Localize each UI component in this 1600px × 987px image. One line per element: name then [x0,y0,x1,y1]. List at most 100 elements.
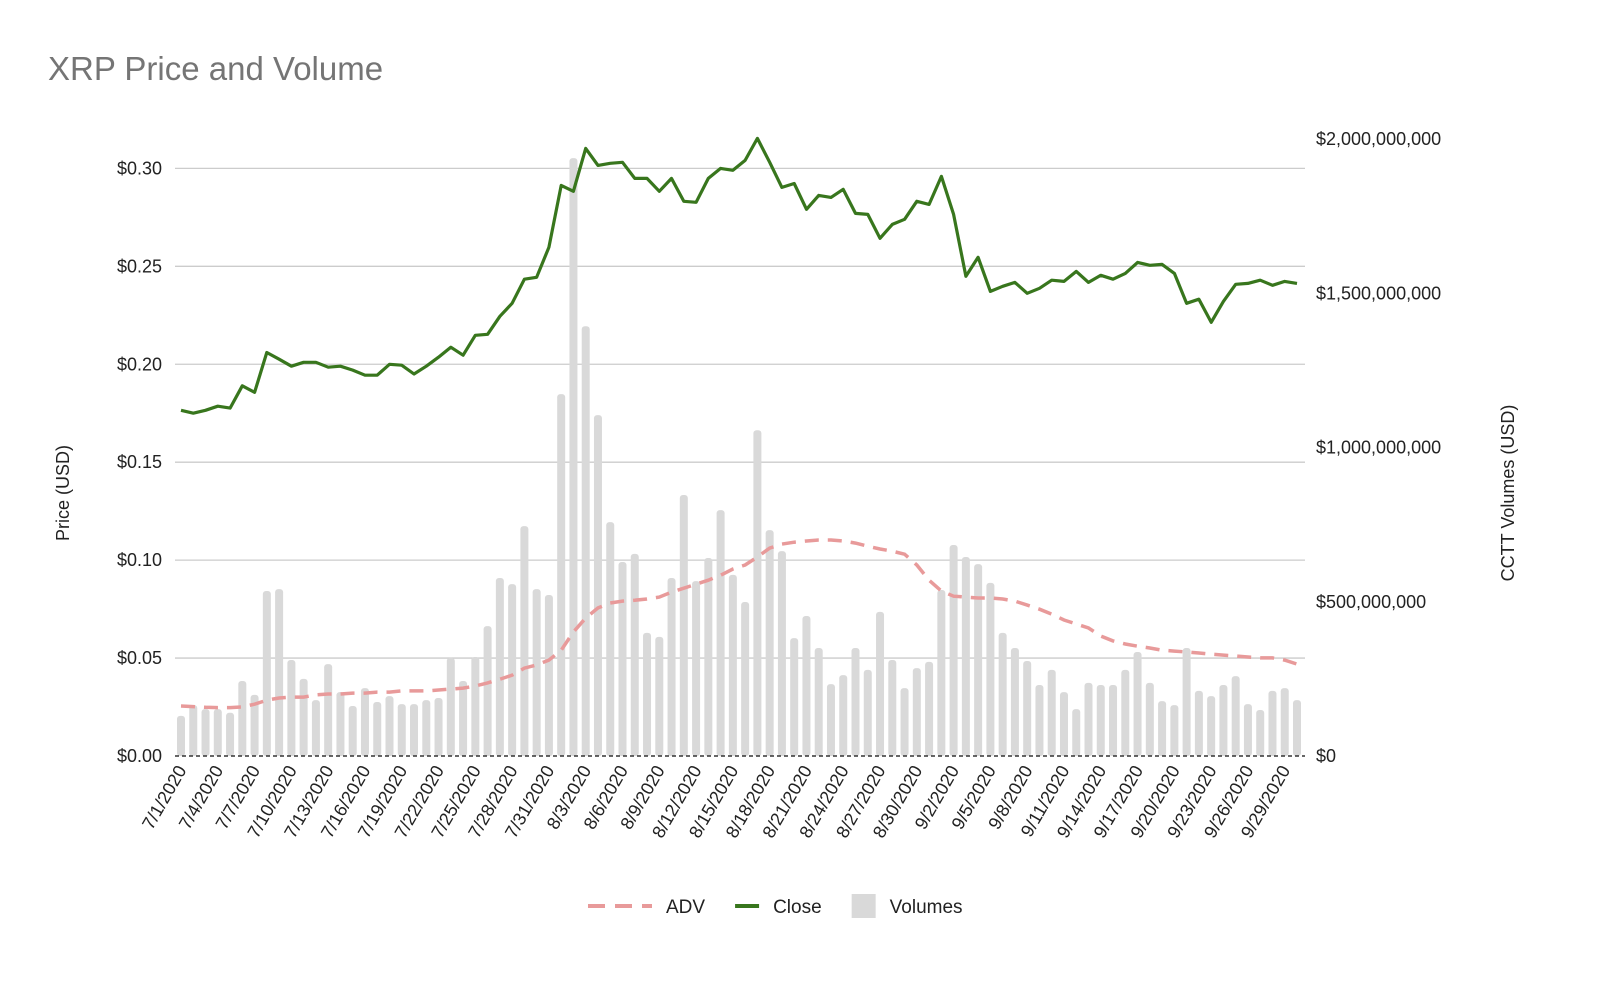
volume-bar [544,594,553,756]
left-tick-label: $0.05 [117,648,162,668]
volume-bar [900,688,909,756]
volume-bar [226,712,235,756]
volume-bar [618,561,627,756]
volume-bar [532,589,541,756]
volume-bar [777,551,786,756]
volume-bar [998,632,1007,756]
volume-bar [716,510,725,756]
volume-bar [1170,705,1179,756]
volume-bar [471,656,480,756]
volume-bar [728,574,737,756]
left-tick-label: $0.30 [117,158,162,178]
volume-bar [839,675,848,756]
volume-bar [1231,676,1240,756]
volume-bar [630,553,639,756]
right-axis-title: CCTT Volumes (USD) [1498,405,1518,582]
volume-bar [765,530,774,756]
volume-bar [299,678,308,756]
volume-bar [667,577,676,756]
legend-volumes-swatch [851,894,876,918]
volume-bar [888,660,897,756]
left-tick-label: $0.10 [117,550,162,570]
volume-bar [1158,701,1167,756]
volume-bar [753,430,762,756]
volume-bar [360,688,369,756]
volume-bar [324,664,333,756]
volume-bar [1023,660,1032,756]
volume-bar [986,582,995,756]
volume-bar [1243,704,1252,756]
volume-bar [397,704,406,756]
volume-bar [1084,682,1093,756]
right-tick-label: $1,500,000,000 [1316,283,1441,303]
chart-title: XRP Price and Volume [48,50,384,87]
legend-label-close: Close [773,897,822,918]
volume-bar [1010,648,1019,756]
volume-bar [704,557,713,756]
volume-bar [275,589,284,756]
left-tick-label: $0.15 [117,452,162,472]
volume-bar [1096,685,1105,756]
volume-bar [937,590,946,756]
legend-label-volumes: Volumes [890,897,963,918]
left-tick-label: $0.00 [117,746,162,766]
volume-bar [1194,690,1203,756]
volume-bar [508,584,517,756]
volume-bar [593,415,602,756]
volume-bar [1280,688,1289,756]
volume-bar [287,660,296,756]
legend-label-adv: ADV [666,897,705,918]
volume-bar [1109,685,1118,756]
volume-bar [1035,685,1044,756]
adv-line [180,538,1298,710]
left-tick-label: $0.20 [117,354,162,374]
volume-bar [1059,692,1068,756]
volume-bar [1072,709,1081,756]
volume-bar [949,544,958,756]
volume-bar [581,326,590,756]
volume-bar [1047,669,1056,756]
volume-bar [1145,682,1154,756]
volume-bar [189,705,198,756]
right-tick-label: $2,000,000,000 [1316,129,1441,149]
volume-bar [410,704,419,756]
volume-bar [876,611,885,756]
volume-bar [1256,710,1265,756]
close-line [180,136,1298,415]
volume-bar [213,709,222,756]
volume-bar [826,684,835,756]
left-axis-title: Price (USD) [53,445,73,541]
volume-bar [692,581,701,756]
volume-bar [520,526,529,756]
left-tick-label: $0.25 [117,256,162,276]
volume-bar [643,632,652,756]
right-tick-label: $500,000,000 [1316,592,1426,612]
volume-bar [385,696,394,756]
volume-bar [1293,700,1301,756]
volume-bar [912,668,921,756]
volume-bar [495,577,504,756]
right-tick-label: $1,000,000,000 [1316,438,1441,458]
volume-bar [434,698,443,756]
volume-bar [459,681,468,756]
volume-bar [201,709,210,756]
volume-bar [974,564,983,756]
volume-bar [446,657,455,756]
volume-bar [557,394,566,756]
volume-bar [1182,648,1191,756]
volume-bar [1207,696,1216,756]
volume-bar [606,522,615,756]
volume-bar [863,669,872,756]
volume-bar [348,706,357,756]
volume-bar [422,700,431,756]
volume-bar [802,615,811,756]
volume-bar [741,602,750,756]
volume-bar [373,702,382,756]
volume-bar [1268,690,1277,756]
volume-bar [1219,685,1228,756]
volume-bar [1133,652,1142,756]
volume-bar [851,648,860,756]
volume-bar [925,661,934,756]
volume-bar [311,700,320,756]
